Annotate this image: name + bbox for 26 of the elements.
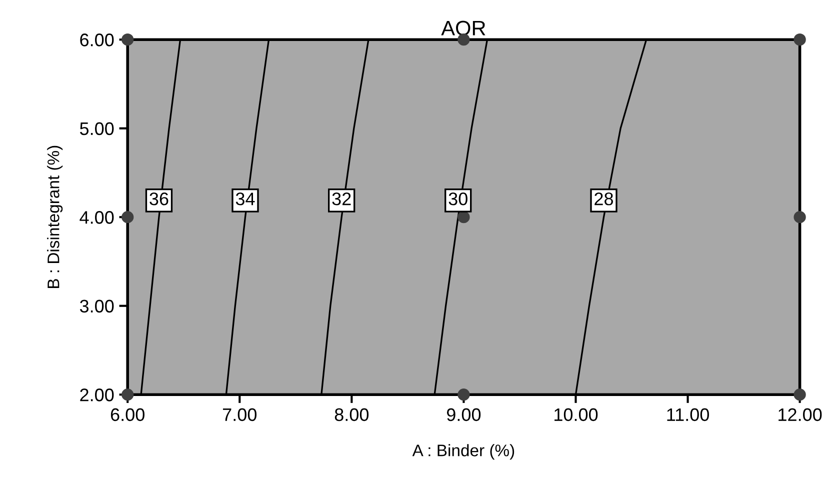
series-label: 34 — [236, 192, 255, 206]
y-axis-title: B : Disintegrant (%) — [47, 146, 63, 288]
y-tick-label: 6.00 — [80, 34, 114, 46]
chart-title: AOR — [441, 20, 486, 36]
x-tick-label: 8.00 — [334, 408, 369, 422]
y-tick-label: 4.00 — [80, 211, 114, 224]
point — [458, 388, 470, 401]
y-tick-label: 5.00 — [80, 122, 114, 136]
y-tick-label: 2.00 — [80, 388, 114, 402]
point — [794, 34, 806, 46]
y-tick-label: 3.00 — [80, 300, 114, 313]
x-tick-label: 11.00 — [667, 408, 709, 422]
point — [122, 211, 134, 224]
point — [458, 211, 470, 224]
x-tick-label: 9.00 — [446, 408, 481, 422]
point — [794, 211, 806, 224]
x-tick-label: 6.00 — [110, 408, 144, 422]
point — [122, 34, 134, 46]
series-label: 32 — [332, 192, 351, 206]
x-axis-title: A : Binder (%) — [412, 444, 514, 460]
series-label: 28 — [594, 192, 614, 206]
x-tick-label: 12.00 — [778, 408, 822, 422]
x-tick-label: 7.00 — [222, 408, 256, 422]
x-tick-label: 10.00 — [554, 408, 598, 422]
series-label: 36 — [150, 192, 168, 206]
series-label: 30 — [448, 192, 468, 206]
